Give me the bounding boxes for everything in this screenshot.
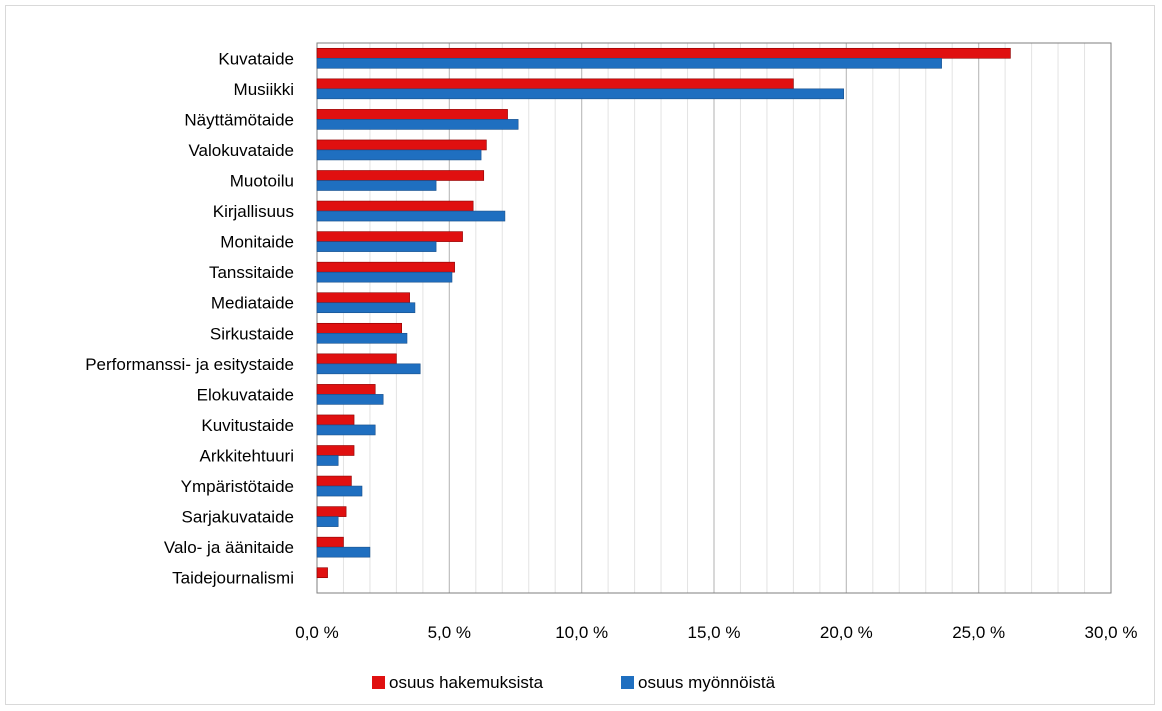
category-label: Mediataide [211,294,294,313]
category-label: Valo- ja äänitaide [164,538,294,557]
category-labels: Kuvataide Musiikki Näyttämötaide Valokuvata… [85,49,294,587]
bar-grants-0 [316,57,942,69]
legend-swatch [372,676,385,689]
category-label: Sarjakuvataide [182,508,294,527]
bar-applications-11 [316,384,376,395]
x-tick-label: 30,0 % [1085,623,1138,642]
category-label: Sirkustaide [210,324,294,343]
bar-grants-2 [316,119,519,130]
bar-applications-7 [316,261,455,273]
bar-applications-15 [316,506,347,517]
bar-applications-10 [316,353,397,365]
category-label: Musiikki [234,80,294,99]
bar-grants-14 [316,485,363,497]
category-label: Ympäristötaide [181,477,294,496]
bar-applications-13 [316,445,355,456]
bar-applications-9 [316,322,402,334]
category-label: Tanssitaide [209,263,294,282]
chart-frame [5,5,1155,705]
bar-applications-2 [316,109,508,120]
legend-swatch [621,676,634,689]
bar-applications-4 [316,170,485,181]
bar-grants-3 [316,149,482,161]
bar-grants-16 [316,546,371,558]
bars [316,47,1011,579]
bar-applications-0 [316,47,1011,59]
legend: osuus hakemuksista osuus myönnöistä [372,673,776,692]
bar-applications-12 [316,414,355,426]
bar-grants-1 [316,88,844,100]
x-tick-labels: 0,0 % 5,0 % 10,0 % 15,0 % 20,0 % 25,0 % 30,0 % [295,623,1137,642]
category-label: Kuvataide [218,49,294,68]
x-tick-label: 0,0 % [295,623,338,642]
bar-grants-9 [316,332,408,344]
category-label: Arkkitehtuuri [200,447,294,466]
bar-grants-12 [316,424,376,436]
category-label: Monitaide [220,233,294,252]
category-label: Performanssi- ja esitystaide [85,355,294,374]
bar-grants-6 [316,241,437,252]
legend-label: osuus myönnöistä [638,673,776,692]
category-label: Kuvitustaide [201,416,294,435]
bar-grants-8 [316,302,416,314]
bar-applications-8 [316,292,410,304]
bar-applications-1 [316,78,794,90]
bar-applications-3 [316,139,487,151]
bar-applications-17 [316,567,328,579]
category-label: Taidejournalismi [172,569,294,588]
category-label: Muotoilu [230,172,294,191]
bar-grants-11 [316,394,384,405]
x-tick-label: 15,0 % [688,623,741,642]
bar-grants-13 [316,455,339,466]
bar-grants-5 [316,210,506,222]
category-label: Elokuvataide [197,385,294,404]
bar-grants-15 [316,516,339,527]
bar-applications-14 [316,475,352,487]
bar-applications-6 [316,231,463,242]
plot-area-border [316,42,1112,594]
gridlines [342,43,1086,593]
bar-grants-10 [316,363,421,375]
x-tick-label: 20,0 % [820,623,873,642]
bar-applications-16 [316,536,344,548]
bar-grants-7 [316,271,453,283]
bar-applications-5 [316,200,474,212]
x-tick-label: 25,0 % [952,623,1005,642]
bar-grants-4 [316,180,437,191]
legend-label: osuus hakemuksista [389,673,544,692]
x-tick-label: 5,0 % [428,623,471,642]
category-label: Näyttämötaide [184,110,294,129]
category-label: Kirjallisuus [213,202,294,221]
category-label: Valokuvataide [188,141,294,160]
x-tick-label: 10,0 % [555,623,608,642]
